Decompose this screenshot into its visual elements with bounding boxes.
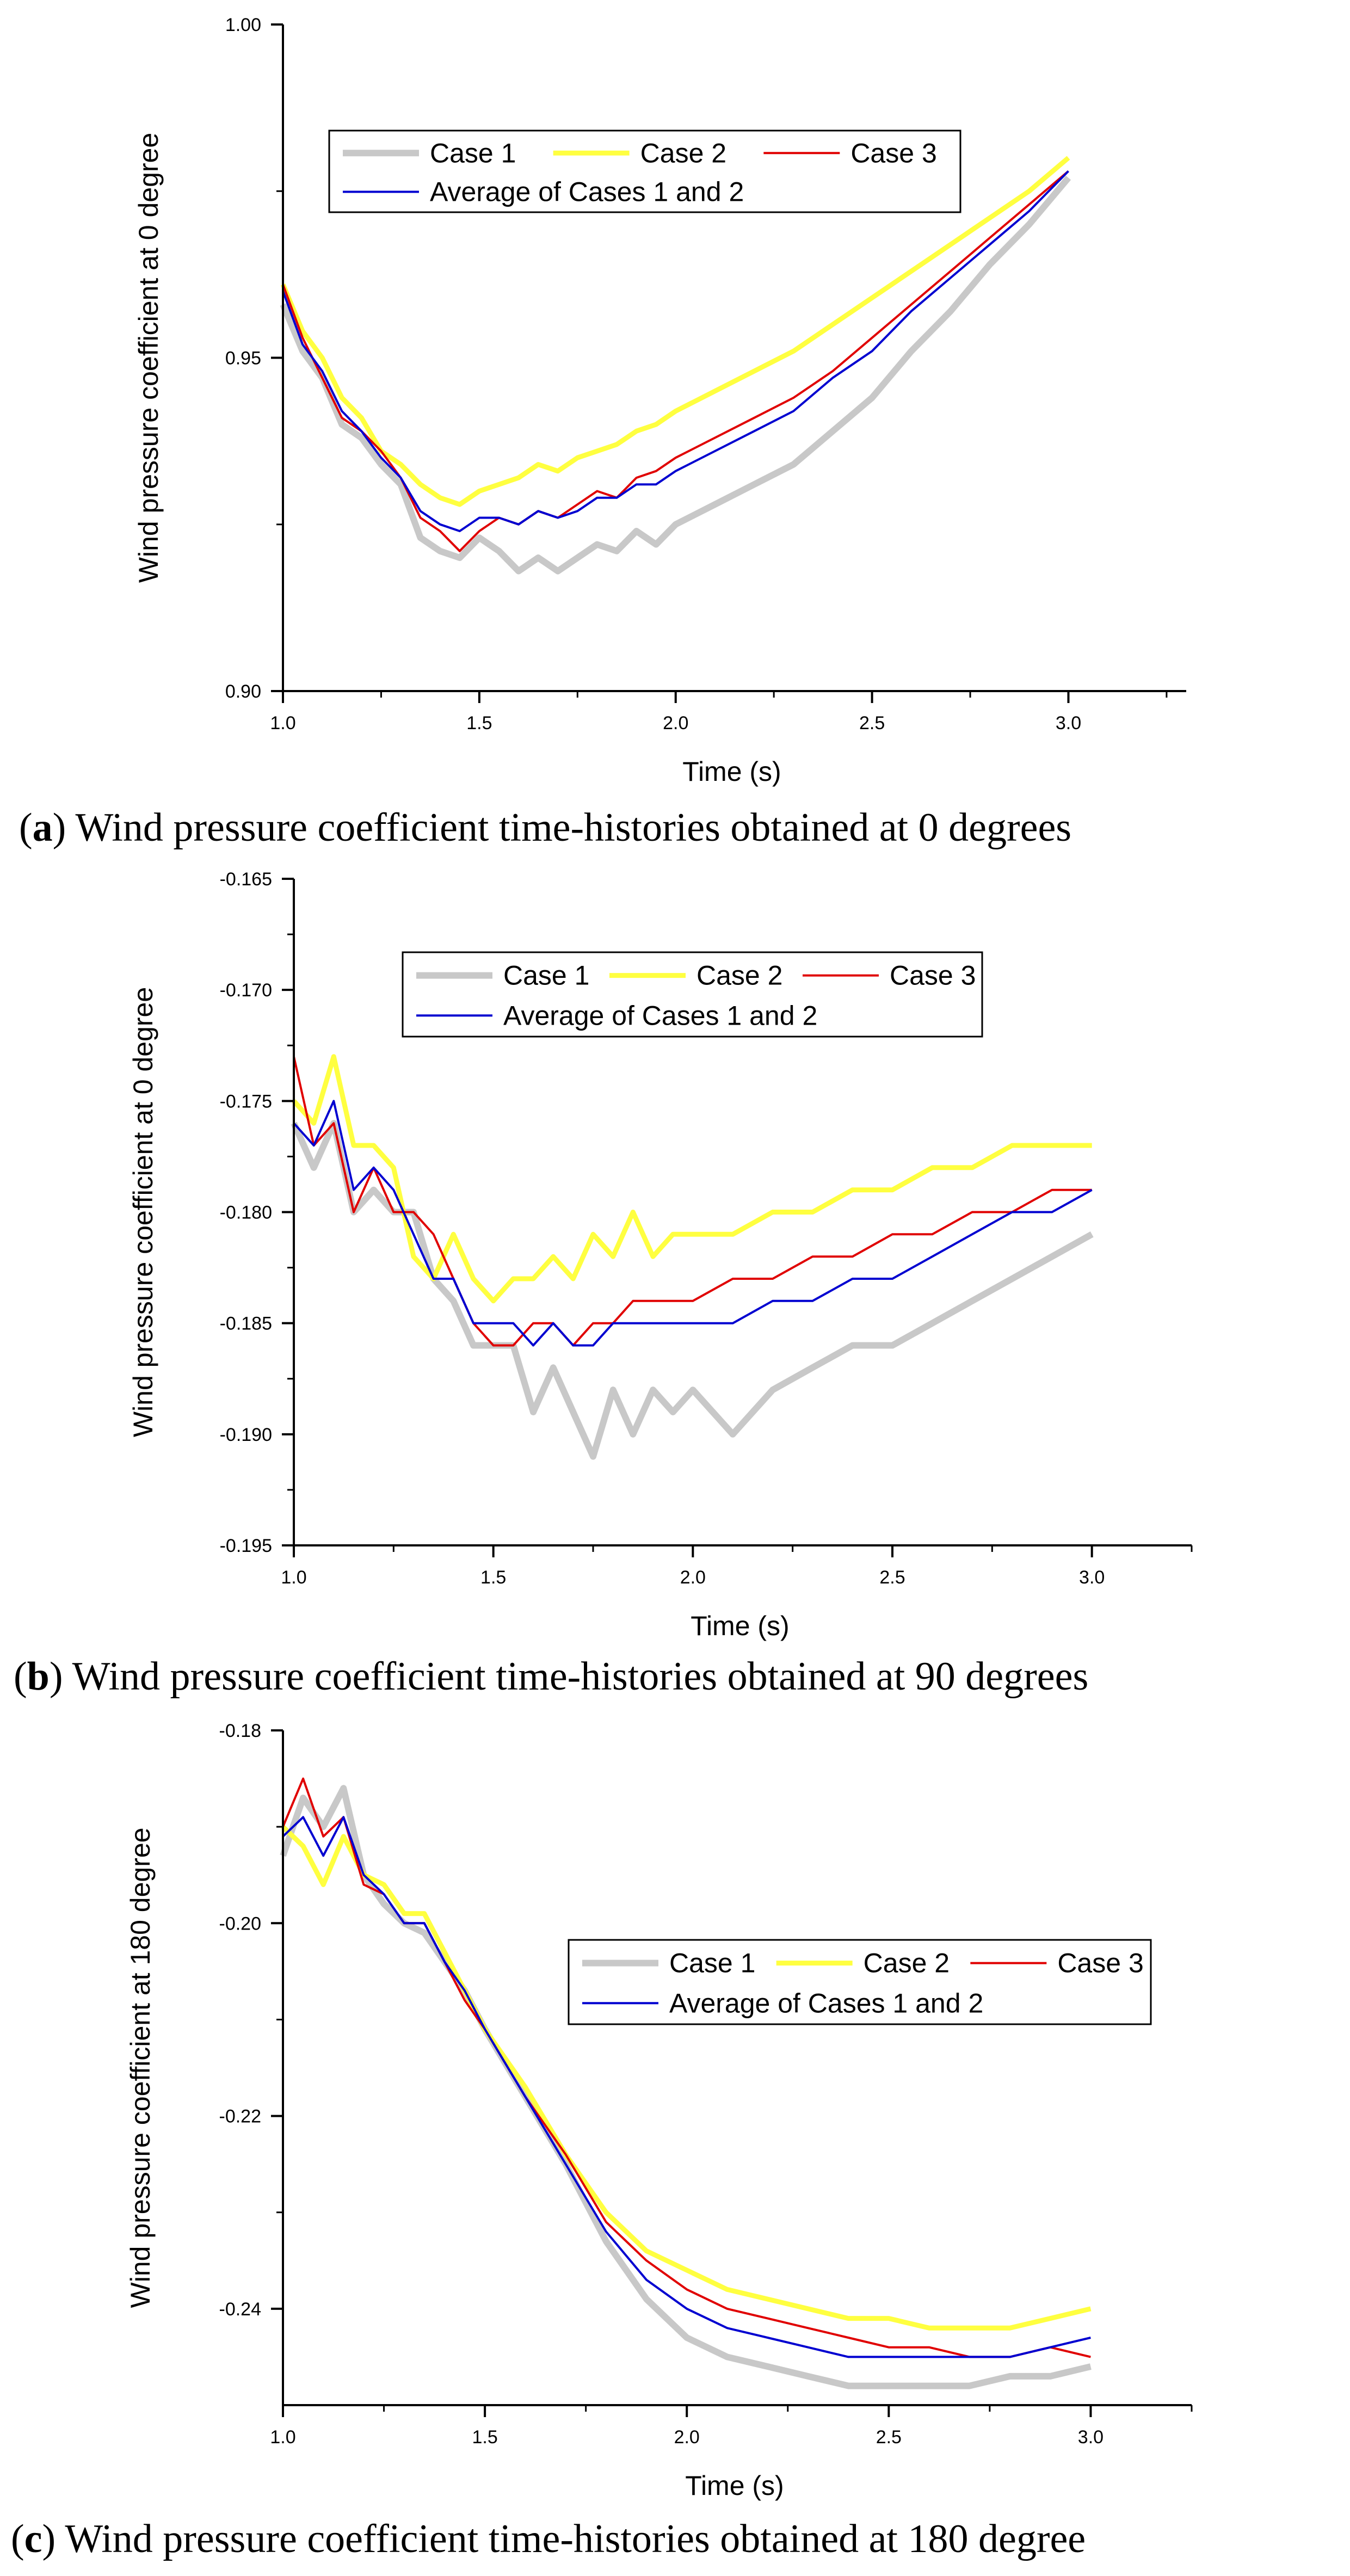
x-tick-label: 1.5 [472,2427,497,2448]
legend-entry-label: Case 2 [640,138,726,168]
chart-a: 1.0 1.5 2.0 2.5 3.0 0.90 0.95 1.00 Time (s) Wind … [19,15,1186,850]
x-axis-title: Time (s) [685,2470,784,2501]
x-axis-title: Time (s) [691,1611,789,1641]
x-tick-label: 3.0 [1079,1567,1105,1588]
y-tick-label: 0.90 [225,681,261,702]
y-tick-label: -0.20 [219,1913,262,1934]
y-axis-title: Wind pressure coefficient at 0 degree [133,133,164,583]
x-tick-label: 1.0 [270,713,295,734]
x-tick-label: 2.0 [680,1567,706,1588]
y-tick-label: -0.170 [220,980,272,1001]
legend-entry-label: Case 3 [890,960,976,991]
series-line-case-1 [291,1120,1094,1460]
legend-entry-label: Average of Cases 1 and 2 [503,1000,817,1031]
y-tick-label: -0.18 [219,1721,262,1741]
series-line-case-3 [282,170,1069,552]
series-line-case-1 [280,175,1071,575]
legend: Case 1 Case 2 Case 3 Average of Cases 1 and… [328,130,961,213]
legend-entry-label: Case 1 [503,960,589,991]
x-tick-label: 1.5 [480,1567,506,1588]
legend-entry-label: Case 3 [850,138,936,168]
legend-box [328,130,961,213]
legend-entry-label: Case 1 [430,138,516,168]
legend-box [568,1939,1152,2025]
y-axis-title: Wind pressure coefficient at 180 degree [125,1828,156,2308]
y-tick-label: -0.22 [219,2106,262,2127]
x-tick-label: 2.0 [663,713,688,734]
legend-entry-label: Average of Cases 1 and 2 [669,1988,983,2018]
y-tick-label: -0.185 [220,1314,272,1334]
x-tick-label: 2.5 [859,713,885,734]
figure-caption: (a) Wind pressure coefficient time-histo… [19,805,1071,850]
x-axis-title: Time (s) [682,756,781,787]
series-line-case-2 [281,1825,1092,2331]
y-tick-label: -0.180 [220,1203,272,1223]
legend-entry-label: Case 3 [1057,1948,1143,1979]
legend-box [402,951,983,1038]
y-tick-label: -0.175 [220,1091,272,1112]
series-line-average-of-cases-1-and-2 [293,1100,1093,1347]
y-axis-title: Wind pressure coefficient at 0 degree [128,987,158,1437]
series-line-average-of-cases-1-and-2 [282,1816,1091,2358]
y-tick-label: 1.00 [225,15,261,35]
x-tick-label: 1.0 [270,2427,295,2448]
y-tick-label: -0.195 [220,1536,272,1556]
series-line-case-3 [282,1777,1091,2358]
figure-caption: (c) Wind pressure coefficient time-histo… [11,2517,1086,2561]
y-tick-label: -0.24 [219,2299,262,2320]
chart-c: 1.0 1.5 2.0 2.5 3.0 -0.24 -0.22 -0.20 -0.18 Time … [11,1721,1193,2561]
series-line-average-of-cases-1-and-2 [282,170,1069,532]
y-tick-label: -0.190 [220,1425,272,1445]
legend-entry-label: Case 1 [669,1948,755,1979]
x-tick-label: 2.0 [674,2427,700,2448]
series-line-case-2 [292,1054,1092,1304]
legend: Case 1 Case 2 Case 3 Average of Cases 1 and… [568,1939,1152,2025]
x-tick-label: 1.5 [466,713,492,734]
series-line-case-3 [293,1056,1092,1347]
y-tick-label: -0.165 [220,869,272,890]
legend-entry-label: Case 2 [864,1948,950,1979]
y-tick-label: 0.95 [225,348,261,369]
legend-entry-label: Average of Cases 1 and 2 [430,177,744,207]
series-line-case-1 [280,1785,1092,2389]
figure-caption: (b) Wind pressure coefficient time-histo… [14,1654,1088,1699]
x-tick-label: 2.5 [879,1567,905,1588]
x-tick-label: 2.5 [876,2427,902,2448]
legend-entry-label: Case 2 [696,960,782,991]
x-tick-label: 1.0 [281,1567,306,1588]
x-tick-label: 3.0 [1078,2427,1104,2448]
chart-b: 1.0 1.5 2.0 2.5 3.0 -0.195 -0.190 -0.185 -0.180 -… [14,869,1193,1699]
legend: Case 1 Case 2 Case 3 Average of Cases 1 and… [402,951,983,1038]
x-tick-label: 3.0 [1056,713,1081,734]
